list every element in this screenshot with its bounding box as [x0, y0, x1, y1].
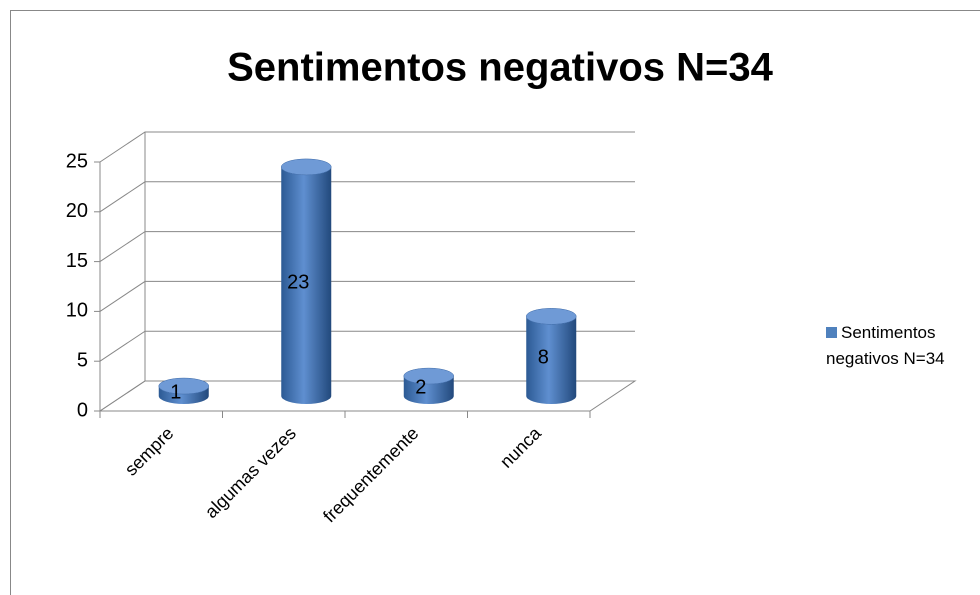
grid-line	[99, 131, 635, 163]
data-label: 23	[287, 272, 309, 294]
legend-label: Sentimentos negativos N=34	[826, 323, 945, 368]
data-label: 8	[538, 346, 549, 368]
bar-top	[526, 308, 577, 325]
grid-line	[99, 231, 635, 263]
grid-line	[99, 181, 635, 213]
bar	[158, 386, 209, 404]
grid-line	[99, 280, 635, 312]
data-label: 1	[170, 381, 181, 403]
legend-swatch	[826, 327, 837, 338]
y-tick-label: 5	[77, 349, 88, 371]
data-label: 2	[415, 376, 426, 398]
bar-top	[281, 158, 332, 176]
y-tick-label: 10	[66, 300, 88, 322]
bar-top	[403, 367, 454, 385]
bar	[281, 166, 332, 404]
chart-border	[10, 10, 980, 595]
bar	[526, 316, 577, 404]
bar-top	[158, 377, 209, 395]
legend: Sentimentos negativos N=34	[826, 320, 976, 372]
grid-line	[99, 380, 635, 412]
y-tick-label: 0	[77, 399, 88, 421]
y-tick-label: 15	[66, 250, 88, 272]
y-tick-label: 20	[66, 200, 88, 222]
grid-line	[99, 330, 635, 362]
chart-title: Sentimentos negativos N=34	[227, 46, 773, 90]
y-tick-label: 25	[66, 150, 88, 172]
